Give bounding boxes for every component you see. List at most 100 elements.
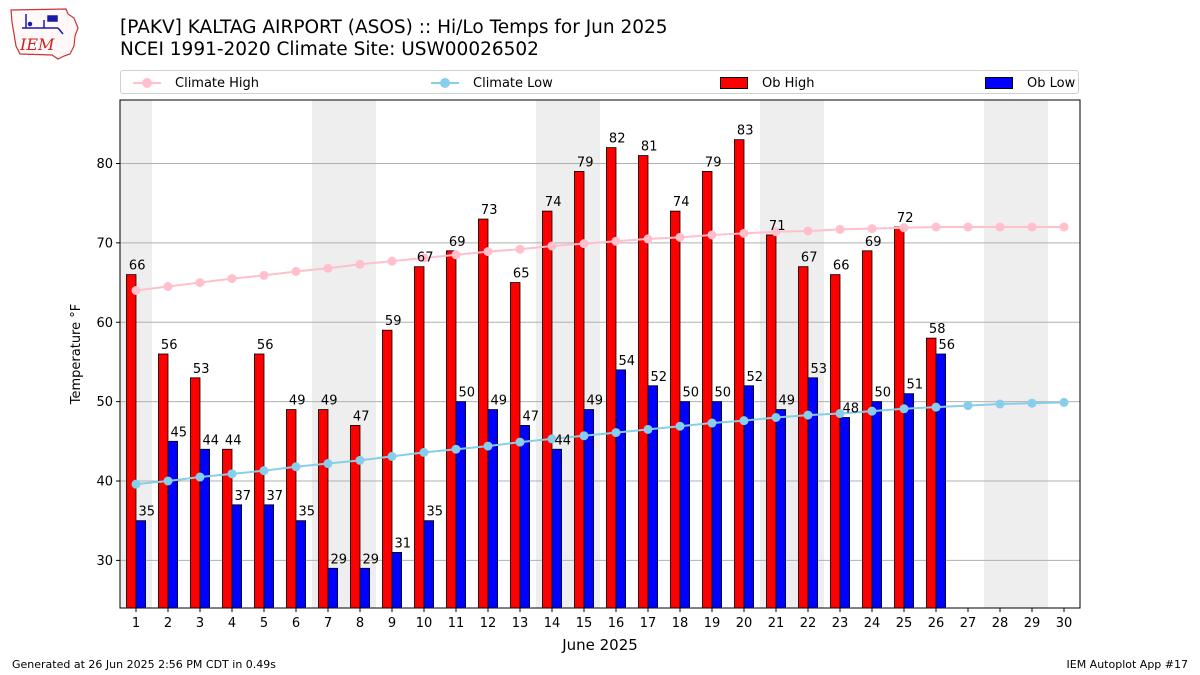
climate-low-point-day-14 — [547, 434, 557, 444]
ob-high-bar-day-23 — [830, 274, 841, 609]
ob-high-bar-day-20 — [734, 139, 745, 609]
ob-high-label-day-21: 71 — [769, 219, 786, 234]
climate-low-point-day-13 — [515, 437, 525, 447]
ob-low-label-day-17: 52 — [651, 370, 668, 385]
climate-high-point-day-16 — [611, 236, 621, 246]
ob-high-bar-day-24 — [862, 250, 873, 609]
ob-low-label-day-2: 45 — [171, 425, 188, 440]
legend-item-climate-high: Climate High — [131, 74, 259, 92]
climate-low-point-day-5 — [259, 466, 269, 476]
ob-low-label-day-23: 48 — [843, 402, 860, 417]
x-tick-label-17: 17 — [640, 616, 657, 631]
x-tick-label-25: 25 — [896, 616, 913, 631]
climate-low-point-day-30 — [1059, 397, 1069, 407]
x-tick-label-15: 15 — [576, 616, 593, 631]
x-tick-label-27: 27 — [960, 616, 977, 631]
ob-low-label-day-18: 50 — [683, 386, 700, 401]
climate-low-point-day-19 — [707, 418, 717, 428]
legend-climate-low-label: Climate Low — [473, 75, 553, 91]
legend-ob-high-swatch — [718, 76, 750, 90]
climate-high-point-day-10 — [419, 253, 429, 263]
ob-low-label-day-3: 44 — [203, 433, 220, 448]
ob-high-bar-day-11 — [445, 250, 457, 609]
y-axis-label: Temperature °F — [69, 304, 84, 405]
climate-high-point-day-4 — [227, 274, 237, 284]
ob-low-bar-day-23 — [839, 417, 851, 609]
ob-low-bar-day-16 — [615, 369, 627, 609]
climate-low-point-day-24 — [867, 406, 877, 416]
ob-high-bar-day-15 — [574, 171, 585, 609]
ob-high-label-day-16: 82 — [609, 132, 626, 147]
legend: Climate High Climate Low Ob High Ob Low — [120, 70, 1079, 94]
ob-low-bar-day-4 — [231, 504, 243, 609]
chart-title: [PAKV] KALTAG AIRPORT (ASOS) :: Hi/Lo Te… — [120, 17, 668, 61]
climate-high-point-day-20 — [739, 228, 749, 238]
climate-low-point-day-11 — [451, 444, 461, 454]
x-tick-label-26: 26 — [928, 616, 945, 631]
legend-climate-low-marker — [429, 76, 461, 90]
ob-high-label-day-17: 81 — [641, 140, 658, 155]
climate-high-point-day-24 — [867, 224, 877, 234]
iem-logo: IEM — [10, 8, 79, 60]
x-tick-label-22: 22 — [800, 616, 817, 631]
climate-high-point-day-23 — [835, 224, 845, 234]
climate-low-point-day-17 — [643, 424, 653, 434]
ob-low-label-day-21: 49 — [779, 394, 796, 409]
x-tick-label-14: 14 — [544, 616, 561, 631]
ob-high-label-day-2: 56 — [161, 338, 178, 353]
ob-low-bar-day-14 — [551, 448, 563, 609]
ob-high-bar-day-9 — [381, 329, 393, 609]
ob-low-bar-day-26 — [935, 353, 947, 609]
y-tick-label-30: 30 — [96, 554, 113, 569]
y-tick-label-80: 80 — [96, 157, 113, 172]
climate-low-point-day-23 — [835, 409, 845, 419]
ob-high-bar-day-26 — [926, 337, 937, 609]
ob-high-bar-day-12 — [477, 218, 489, 609]
climate-high-point-day-7 — [323, 263, 333, 273]
climate-high-point-day-11 — [451, 250, 461, 260]
climate-low-point-day-2 — [163, 476, 173, 486]
climate-high-point-day-30 — [1059, 222, 1069, 232]
ob-low-label-day-20: 52 — [747, 370, 764, 385]
climate-high-point-day-19 — [707, 230, 717, 240]
ob-high-bar-day-22 — [798, 266, 809, 609]
footer-generated: Generated at 26 Jun 2025 2:56 PM CDT in … — [12, 658, 277, 671]
x-tick-label-28: 28 — [992, 616, 1009, 631]
climate-low-point-day-16 — [611, 428, 621, 438]
climate-low-point-day-22 — [803, 410, 813, 420]
ob-low-bar-day-13 — [519, 425, 531, 609]
climate-high-point-day-14 — [547, 241, 557, 251]
climate-low-point-day-12 — [483, 441, 493, 451]
climate-low-point-day-8 — [355, 455, 365, 465]
ob-low-bar-day-10 — [423, 520, 435, 609]
ob-low-bar-day-11 — [455, 401, 467, 609]
ob-high-label-day-9: 59 — [385, 314, 402, 329]
legend-item-climate-low: Climate Low — [429, 74, 553, 92]
weekend-band-day-29 — [1016, 100, 1048, 608]
climate-low-point-day-4 — [227, 469, 237, 479]
x-tick-label-20: 20 — [736, 616, 753, 631]
ob-low-label-day-24: 50 — [875, 386, 892, 401]
ob-low-bar-day-2 — [167, 440, 179, 609]
title-line-1: [PAKV] KALTAG AIRPORT (ASOS) :: Hi/Lo Te… — [120, 17, 668, 38]
climate-low-point-day-29 — [1027, 398, 1037, 408]
ob-low-label-day-6: 35 — [299, 505, 316, 520]
ob-high-bar-day-17 — [638, 155, 649, 609]
x-axis-label: June 2025 — [561, 636, 638, 654]
climate-high-point-day-9 — [387, 256, 397, 266]
y-tick-label-40: 40 — [96, 475, 113, 490]
ob-high-bar-day-1 — [126, 274, 137, 609]
ob-high-label-day-4: 44 — [225, 433, 242, 448]
climate-high-point-day-3 — [195, 278, 205, 288]
climate-high-point-day-21 — [771, 227, 781, 237]
ob-low-bar-day-12 — [487, 409, 499, 609]
x-tick-label-13: 13 — [512, 616, 529, 631]
ob-low-label-day-13: 47 — [523, 409, 540, 424]
ob-low-label-day-8: 29 — [363, 552, 380, 567]
ob-high-bar-day-5 — [253, 353, 265, 609]
climate-high-point-day-18 — [675, 232, 685, 242]
legend-item-ob-low: Ob Low — [983, 74, 1075, 92]
ob-low-bar-day-18 — [679, 401, 691, 609]
legend-climate-high-label: Climate High — [175, 75, 260, 91]
climate-high-line — [135, 226, 1064, 292]
